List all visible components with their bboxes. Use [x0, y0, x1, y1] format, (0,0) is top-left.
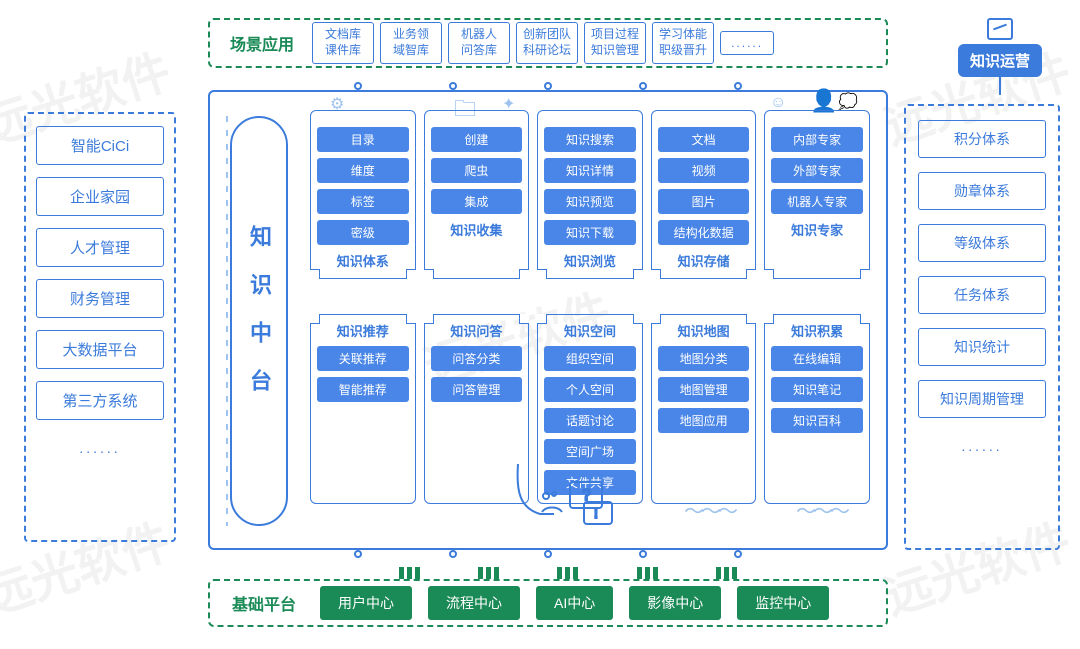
left-item: 智能CiCi: [36, 126, 164, 165]
ops-item: 任务体系: [918, 276, 1046, 314]
module-chip: 文档: [658, 127, 750, 152]
module-chip: 知识百科: [771, 408, 863, 433]
scenario-item: 学习体能 职级晋升: [652, 22, 714, 63]
module-知识推荐: 知识推荐关联推荐智能推荐: [310, 314, 416, 504]
main-vertical-title: 知识中台: [230, 116, 288, 526]
module-chip: 空间广场: [544, 439, 636, 464]
scenario-item: 项目过程 知识管理: [584, 22, 646, 63]
module-chip: 地图应用: [658, 408, 750, 433]
module-chip: 内部专家: [771, 127, 863, 152]
ops-item: 等级体系: [918, 224, 1046, 262]
module-chip: 结构化数据: [658, 220, 750, 245]
base-item: 流程中心: [428, 586, 520, 620]
module-title: 知识问答: [431, 321, 523, 340]
ops-item: 积分体系: [918, 120, 1046, 158]
module-chip: 知识详情: [544, 158, 636, 183]
module-chip: 知识预览: [544, 189, 636, 214]
ops-item: 勋章体系: [918, 172, 1046, 210]
module-chip: 问答管理: [431, 377, 523, 402]
diagram-container: 远光软件 远光软件 远光软件 远光软件 远光软件 场景应用 文档库 课件库 业务…: [0, 0, 1080, 649]
module-知识浏览: 知识搜索知识详情知识预览知识下载知识浏览: [537, 110, 643, 279]
scenario-item: 创新团队 科研论坛: [516, 22, 578, 63]
scenario-item: 文档库 课件库: [312, 22, 374, 63]
module-chip: 问答分类: [431, 346, 523, 371]
module-chip: 外部专家: [771, 158, 863, 183]
left-item: 大数据平台: [36, 330, 164, 369]
scenarios-label: 场景应用: [218, 31, 306, 55]
module-title: 知识推荐: [317, 321, 409, 340]
svg-text:!: !: [594, 505, 598, 521]
module-chip: 密级: [317, 220, 409, 245]
module-知识地图: 知识地图地图分类地图管理地图应用: [651, 314, 757, 504]
module-chip: 创建: [431, 127, 523, 152]
module-知识收集: 创建爬虫集成知识收集: [424, 110, 530, 279]
module-chip: 地图管理: [658, 377, 750, 402]
module-chip: 组织空间: [544, 346, 636, 371]
modules-top-row: 目录维度标签密级知识体系创建爬虫集成知识收集知识搜索知识详情知识预览知识下载知识…: [310, 110, 870, 279]
module-title: 知识积累: [771, 321, 863, 340]
ops-item: 知识统计: [918, 328, 1046, 366]
module-title: 知识专家: [771, 220, 863, 239]
base-connectors: [210, 567, 886, 579]
base-item: 用户中心: [320, 586, 412, 620]
scenario-item: 业务领 域智库: [380, 22, 442, 63]
module-chip: 机器人专家: [771, 189, 863, 214]
module-chip: 关联推荐: [317, 346, 409, 371]
module-chip: 智能推荐: [317, 377, 409, 402]
left-item: 第三方系统: [36, 381, 164, 420]
scenario-more: ......: [720, 31, 774, 55]
module-chip: 维度: [317, 158, 409, 183]
left-item: 财务管理: [36, 279, 164, 318]
ops-header: 知识运营: [940, 18, 1060, 95]
left-item: 人才管理: [36, 228, 164, 267]
base-label: 基础平台: [224, 591, 304, 615]
module-chip: 地图分类: [658, 346, 750, 371]
knowledge-platform-main: 知识中台 ⚙ 🗀 ✦ ☺ 👤 💭 ～～～ ～～～ 目录维度标签密级知识体系创建爬…: [208, 90, 888, 550]
module-知识专家: 内部专家外部专家机器人专家知识专家: [764, 110, 870, 279]
module-chip: 话题讨论: [544, 408, 636, 433]
module-title: 知识浏览: [544, 251, 636, 270]
ops-connector: [999, 77, 1001, 95]
module-chip: 在线编辑: [771, 346, 863, 371]
module-chip: 爬虫: [431, 158, 523, 183]
ops-more: ......: [918, 432, 1046, 460]
module-title: 知识收集: [431, 220, 523, 239]
module-chip: 视频: [658, 158, 750, 183]
module-title: 知识地图: [658, 321, 750, 340]
module-chip: 标签: [317, 189, 409, 214]
bottom-connectors: [210, 550, 886, 558]
hand-chat-icon: ? !: [510, 462, 630, 532]
module-chip: 知识搜索: [544, 127, 636, 152]
left-item: 企业家园: [36, 177, 164, 216]
module-chip: 个人空间: [544, 377, 636, 402]
module-title: 知识体系: [317, 251, 409, 270]
scenario-item: 机器人 问答库: [448, 22, 510, 63]
top-connectors: [210, 82, 886, 90]
base-item: 影像中心: [629, 586, 721, 620]
ops-label: 知识运营: [958, 44, 1042, 77]
module-知识积累: 知识积累在线编辑知识笔记知识百科: [764, 314, 870, 504]
left-systems-column: 智能CiCi 企业家园 人才管理 财务管理 大数据平台 第三方系统 ......: [24, 112, 176, 542]
module-chip: 集成: [431, 189, 523, 214]
module-chip: 知识下载: [544, 220, 636, 245]
module-title: 知识空间: [544, 321, 636, 340]
module-chip: 目录: [317, 127, 409, 152]
left-more: ......: [36, 432, 164, 464]
main-title-text: 知识中台: [243, 225, 275, 417]
base-item: AI中心: [536, 586, 613, 620]
ops-item: 知识周期管理: [918, 380, 1046, 418]
module-chip: 图片: [658, 189, 750, 214]
ops-presentation-icon: [987, 18, 1013, 40]
module-知识存储: 文档视频图片结构化数据知识存储: [651, 110, 757, 279]
ops-column: 积分体系 勋章体系 等级体系 任务体系 知识统计 知识周期管理 ......: [904, 104, 1060, 550]
module-title: 知识存储: [658, 251, 750, 270]
base-platform-row: 基础平台 用户中心 流程中心 AI中心 影像中心 监控中心: [208, 579, 888, 627]
scenarios-row: 场景应用 文档库 课件库 业务领 域智库 机器人 问答库 创新团队 科研论坛 项…: [208, 18, 888, 68]
module-chip: 知识笔记: [771, 377, 863, 402]
module-知识体系: 目录维度标签密级知识体系: [310, 110, 416, 279]
base-item: 监控中心: [737, 586, 829, 620]
thought-icon: 💭: [838, 92, 858, 112]
